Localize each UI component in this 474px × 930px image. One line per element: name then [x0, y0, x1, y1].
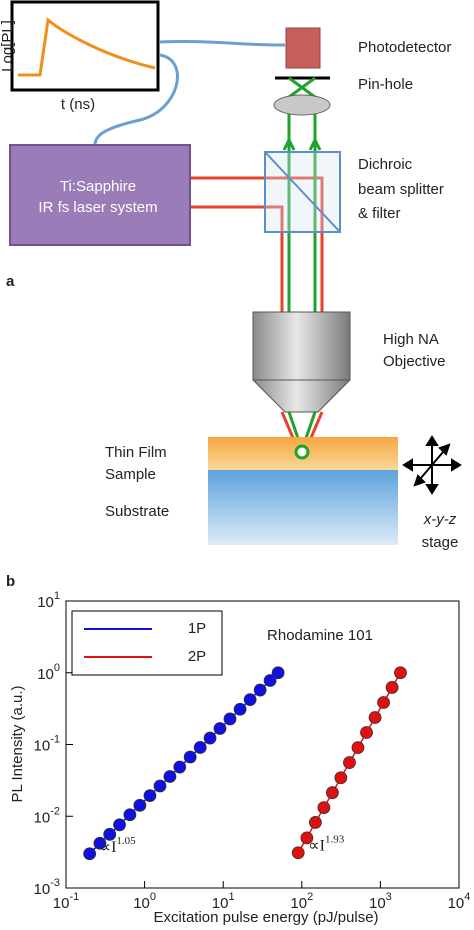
data-point [123, 808, 137, 822]
objective-label: High NA [383, 331, 439, 348]
x-tick-label: 102 [290, 891, 313, 912]
x-tick-label: 101 [212, 891, 235, 912]
beam [190, 176, 324, 312]
stage-arrows [402, 435, 462, 495]
panel-label: b [6, 573, 15, 590]
data-point [83, 847, 97, 861]
data-point [291, 846, 305, 860]
data-point [213, 722, 227, 735]
data-point [193, 741, 207, 754]
chart: Excitation pulse energy (pJ/pulse) PL In… [9, 590, 470, 926]
data-point [113, 818, 126, 832]
annotation-exponent: 1.05 [116, 834, 136, 846]
splitter-mirror [264, 151, 341, 233]
pinhole-label: Pin-hole [358, 76, 413, 93]
setup-diagram: Log[PL] t (ns) Photodetector Pin-hole Ti… [0, 0, 462, 590]
data-point [223, 712, 237, 726]
beam [288, 76, 316, 99]
data-point [133, 798, 147, 812]
data-point [203, 731, 217, 745]
panel-label: a [6, 273, 15, 290]
splitter-label: beam splitter [358, 181, 444, 198]
inset-x-label: t (ns) [61, 96, 95, 113]
y-axis-label: PL Intensity (a.u.) [9, 685, 26, 802]
data-point [173, 760, 187, 774]
y-tick-label: 100 [37, 662, 60, 683]
data-point [263, 674, 277, 687]
arrowhead [282, 139, 322, 151]
laser-label: IR fs laser system [38, 199, 157, 216]
inset-y-label: Log[PL] [0, 20, 16, 72]
y-tick-label: 10-3 [34, 877, 60, 898]
lens [273, 94, 331, 116]
data-point [343, 756, 356, 769]
data-point [253, 683, 267, 697]
splitter-label: & filter [358, 205, 401, 222]
stage-label: stage [422, 534, 459, 551]
data-point [233, 702, 247, 716]
sample-label: Sample [105, 466, 156, 483]
substrate-label: Substrate [105, 503, 169, 520]
focal-spot [294, 444, 310, 460]
data-point [183, 750, 197, 764]
data-point [317, 801, 331, 814]
legend-label: 1P [188, 620, 206, 637]
data-point [103, 827, 117, 841]
annotation: ∝I1.05 [100, 834, 137, 855]
objective-label: Objective [383, 353, 446, 370]
data-point [394, 666, 407, 680]
x-tick-label: 100 [133, 891, 156, 912]
x-axis-label: Excitation pulse energy (pJ/pulse) [153, 909, 378, 926]
y-tick-label: 10-1 [34, 733, 60, 754]
x-tick-label: 10-1 [53, 891, 79, 912]
data-point [271, 666, 285, 680]
data-point [325, 786, 339, 800]
data-point [143, 789, 157, 803]
inset-plot [10, 0, 160, 92]
data-point [360, 726, 373, 739]
data-point [351, 741, 365, 755]
legend-box [71, 610, 223, 676]
substrate [208, 470, 398, 545]
y-tick-label: 10-2 [34, 805, 60, 826]
data-point [377, 696, 390, 709]
stage-label: x-y-z [423, 511, 457, 528]
x-tick-label: 103 [369, 891, 392, 912]
y-tick-label: 101 [37, 590, 60, 611]
data-point [334, 771, 348, 785]
photodetector-label: Photodetector [358, 39, 451, 56]
data-point [153, 779, 167, 793]
data-point [368, 711, 382, 724]
data-point [309, 816, 322, 829]
cable [93, 53, 179, 146]
photodetector [285, 27, 321, 69]
x-tick-label: 104 [448, 891, 471, 912]
beam [287, 112, 317, 312]
splitter-label: Dichroic [358, 156, 413, 173]
objective [252, 311, 351, 413]
beam [190, 205, 284, 312]
data-point [243, 693, 257, 707]
data-point [300, 831, 314, 845]
decay-curve [18, 17, 156, 77]
annotation-text: ∝I [308, 837, 325, 854]
annotation: ∝I1.93 [308, 833, 345, 854]
laser-label: Ti:Sapphire [60, 178, 136, 195]
sample-label: Thin Film [105, 444, 167, 461]
legend-label: 2P [188, 648, 206, 665]
cable [159, 40, 286, 47]
laser [9, 144, 191, 246]
annotation-exponent: 1.93 [325, 833, 345, 845]
annotation-text: ∝I [100, 838, 117, 855]
data-point [163, 770, 177, 783]
data-point [93, 836, 107, 850]
data-point [385, 681, 399, 694]
chart-subtitle: Rhodamine 101 [267, 627, 373, 644]
